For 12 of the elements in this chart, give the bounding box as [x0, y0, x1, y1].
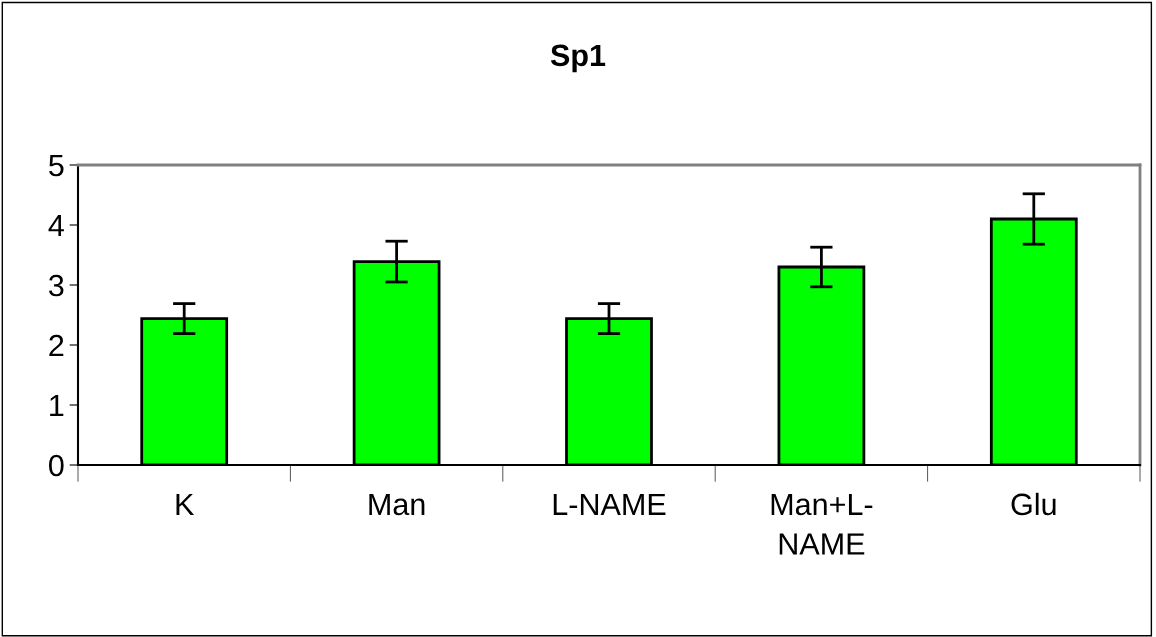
x-tick-label: L-NAME — [553, 493, 666, 515]
y-tick-label: 0 — [49, 454, 64, 477]
x-tick-label: K — [176, 493, 195, 515]
chart-title: Sp1 — [550, 44, 606, 73]
y-tick-label: 1 — [50, 395, 64, 417]
y-tick-label: 5 — [49, 155, 64, 177]
x-tick-label: Man+L- NAME — [771, 493, 873, 555]
x-tick-label: Man — [369, 493, 425, 516]
y-tick-label: 3 — [48, 274, 64, 297]
y-tick-label: 4 — [48, 215, 64, 237]
y-tick-label: 2 — [49, 334, 64, 357]
x-tick-label: Glu — [1011, 492, 1056, 516]
